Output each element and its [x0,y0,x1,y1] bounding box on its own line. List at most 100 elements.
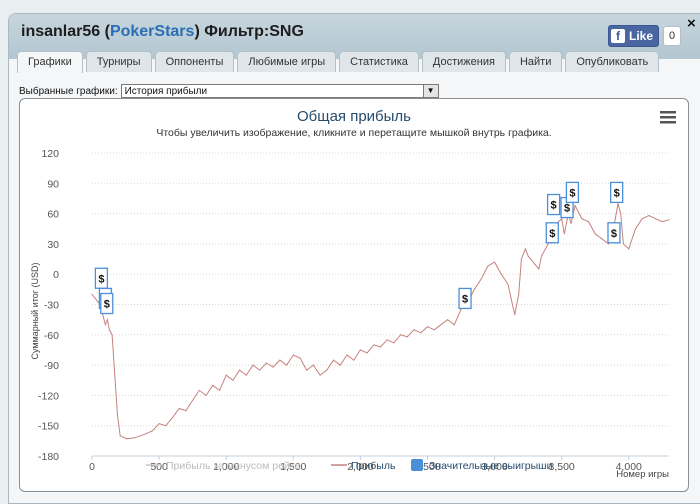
profit-data-point [104,324,107,326]
profit-chart[interactable]: Общая прибыль Чтобы увеличить изображени… [20,99,688,491]
legend-label: Прибыль за минусом рейка [166,460,301,472]
big-win-marker-box [607,222,621,244]
big-win-marker[interactable]: $ [545,222,559,244]
x-axis-label: Номер игры [616,469,669,480]
profit-data-point [91,293,93,295]
big-win-marker[interactable]: $ [607,222,621,244]
y-tick-label: 120 [41,148,59,160]
profit-data-point [520,258,522,260]
window-title: insanlar56 (PokerStars) Фильтр:SNG [21,23,304,41]
chart-legend[interactable]: Прибыль за минусом рейка Прибыль Значитель… [146,459,553,472]
big-win-marker[interactable]: $ [100,292,114,315]
profit-data-point [239,369,241,371]
big-win-marker[interactable]: $ [458,287,472,310]
profit-data-point [366,352,368,354]
big-win-marker-box [546,193,561,216]
profit-data-point [339,364,341,366]
big-win-marker-box [565,181,580,204]
tab-statistics[interactable]: Статистика [339,51,419,72]
tab-favorite-games[interactable]: Любимые игры [237,51,337,72]
chart-series [91,202,670,440]
chart-subtitle: Чтобы увеличить изображение, кликните и … [156,127,551,139]
profit-data-point [332,359,335,361]
profit-data-point [205,394,207,396]
x-tick-label: 1,500 [280,461,306,473]
tab-charts[interactable]: Графики [17,51,83,73]
profit-data-point [359,349,361,351]
profit-data-point [102,314,104,316]
profit-data-point [507,283,509,285]
chevron-down-icon[interactable]: ▼ [422,85,438,97]
y-tick-label: -180 [38,451,59,463]
profit-data-point [326,369,328,371]
y-tick-label: -120 [38,390,59,402]
profit-data-point [500,273,502,275]
profit-data-point [134,437,136,439]
profit-data-point [245,374,247,376]
big-win-marker-label: $ [569,187,575,199]
tab-opponents[interactable]: Оппоненты [154,51,235,72]
profit-data-point [594,233,596,235]
profit-data-point [561,218,563,220]
like-count: 0 [663,26,682,46]
profit-data-point [299,357,301,359]
profit-data-point [178,407,180,410]
like-label: Like [629,29,654,43]
profit-data-point [108,329,111,331]
profit-data-point [119,435,121,437]
big-win-marker[interactable]: $ [94,267,109,289]
profit-data-point [440,324,442,326]
profit-data-point [574,204,576,207]
profit-data-point [185,409,187,412]
profit-data-point [570,223,572,225]
facebook-like-button[interactable]: f Like [608,25,660,47]
player-name: insanlar56 [21,23,101,40]
profit-data-point [514,314,516,316]
profit-data-point [106,319,109,321]
profit-data-point [547,243,549,245]
x-tick-label: 500 [150,461,168,473]
profit-data-point [563,233,565,235]
big-win-marker-label: $ [549,228,555,240]
big-win-marker-box [458,287,472,310]
tab-achievements[interactable]: Достижения [421,51,506,72]
tab-search[interactable]: Найти [508,51,563,72]
profit-data-point [622,243,624,245]
profit-data-point [265,362,268,364]
profit-data-point [379,346,382,348]
big-win-marker[interactable]: $ [546,193,561,216]
hamburger-icon-bar [660,116,676,119]
profit-data-point [406,336,408,338]
title-close-paren: ) [194,23,200,40]
legend-label: Значительные выигрыши [429,460,553,472]
big-win-marker-label: $ [462,293,468,305]
facebook-like-widget: f Like 0 [608,25,682,47]
profit-data-point [292,354,294,356]
tab-publish[interactable]: Опубликовать [565,51,660,72]
profit-data-point [420,332,422,334]
big-win-marker[interactable]: $ [565,181,580,204]
big-win-marker-label: $ [611,228,617,240]
x-tick-label: 1,000 [213,461,239,473]
close-icon[interactable]: × [687,15,696,32]
site-link[interactable]: PokerStars [109,23,195,40]
profit-data-point [198,389,200,391]
chart-grid [92,152,669,457]
y-tick-label: -60 [44,330,59,342]
chart-selector-row: Выбранные графики: История прибыли ▼ [19,83,439,99]
big-win-marker[interactable]: $ [610,181,624,204]
profit-data-point [306,369,308,371]
profit-data-point [279,359,281,361]
profit-data-point [581,218,583,220]
chart-select[interactable]: История прибыли ▼ [120,84,439,98]
app-window: insanlar56 (PokerStars) Фильтр:SNG f Lik… [8,13,700,504]
profit-data-point [400,334,402,336]
legend-label: Прибыль [351,460,396,472]
profit-data-point [620,213,622,215]
y-tick-label: 90 [47,178,59,190]
profit-data-point [165,425,167,427]
tab-tournaments[interactable]: Турниры [85,51,152,72]
hamburger-icon[interactable] [660,111,676,124]
y-tick-label: 30 [47,239,59,251]
profit-data-point [111,334,113,336]
